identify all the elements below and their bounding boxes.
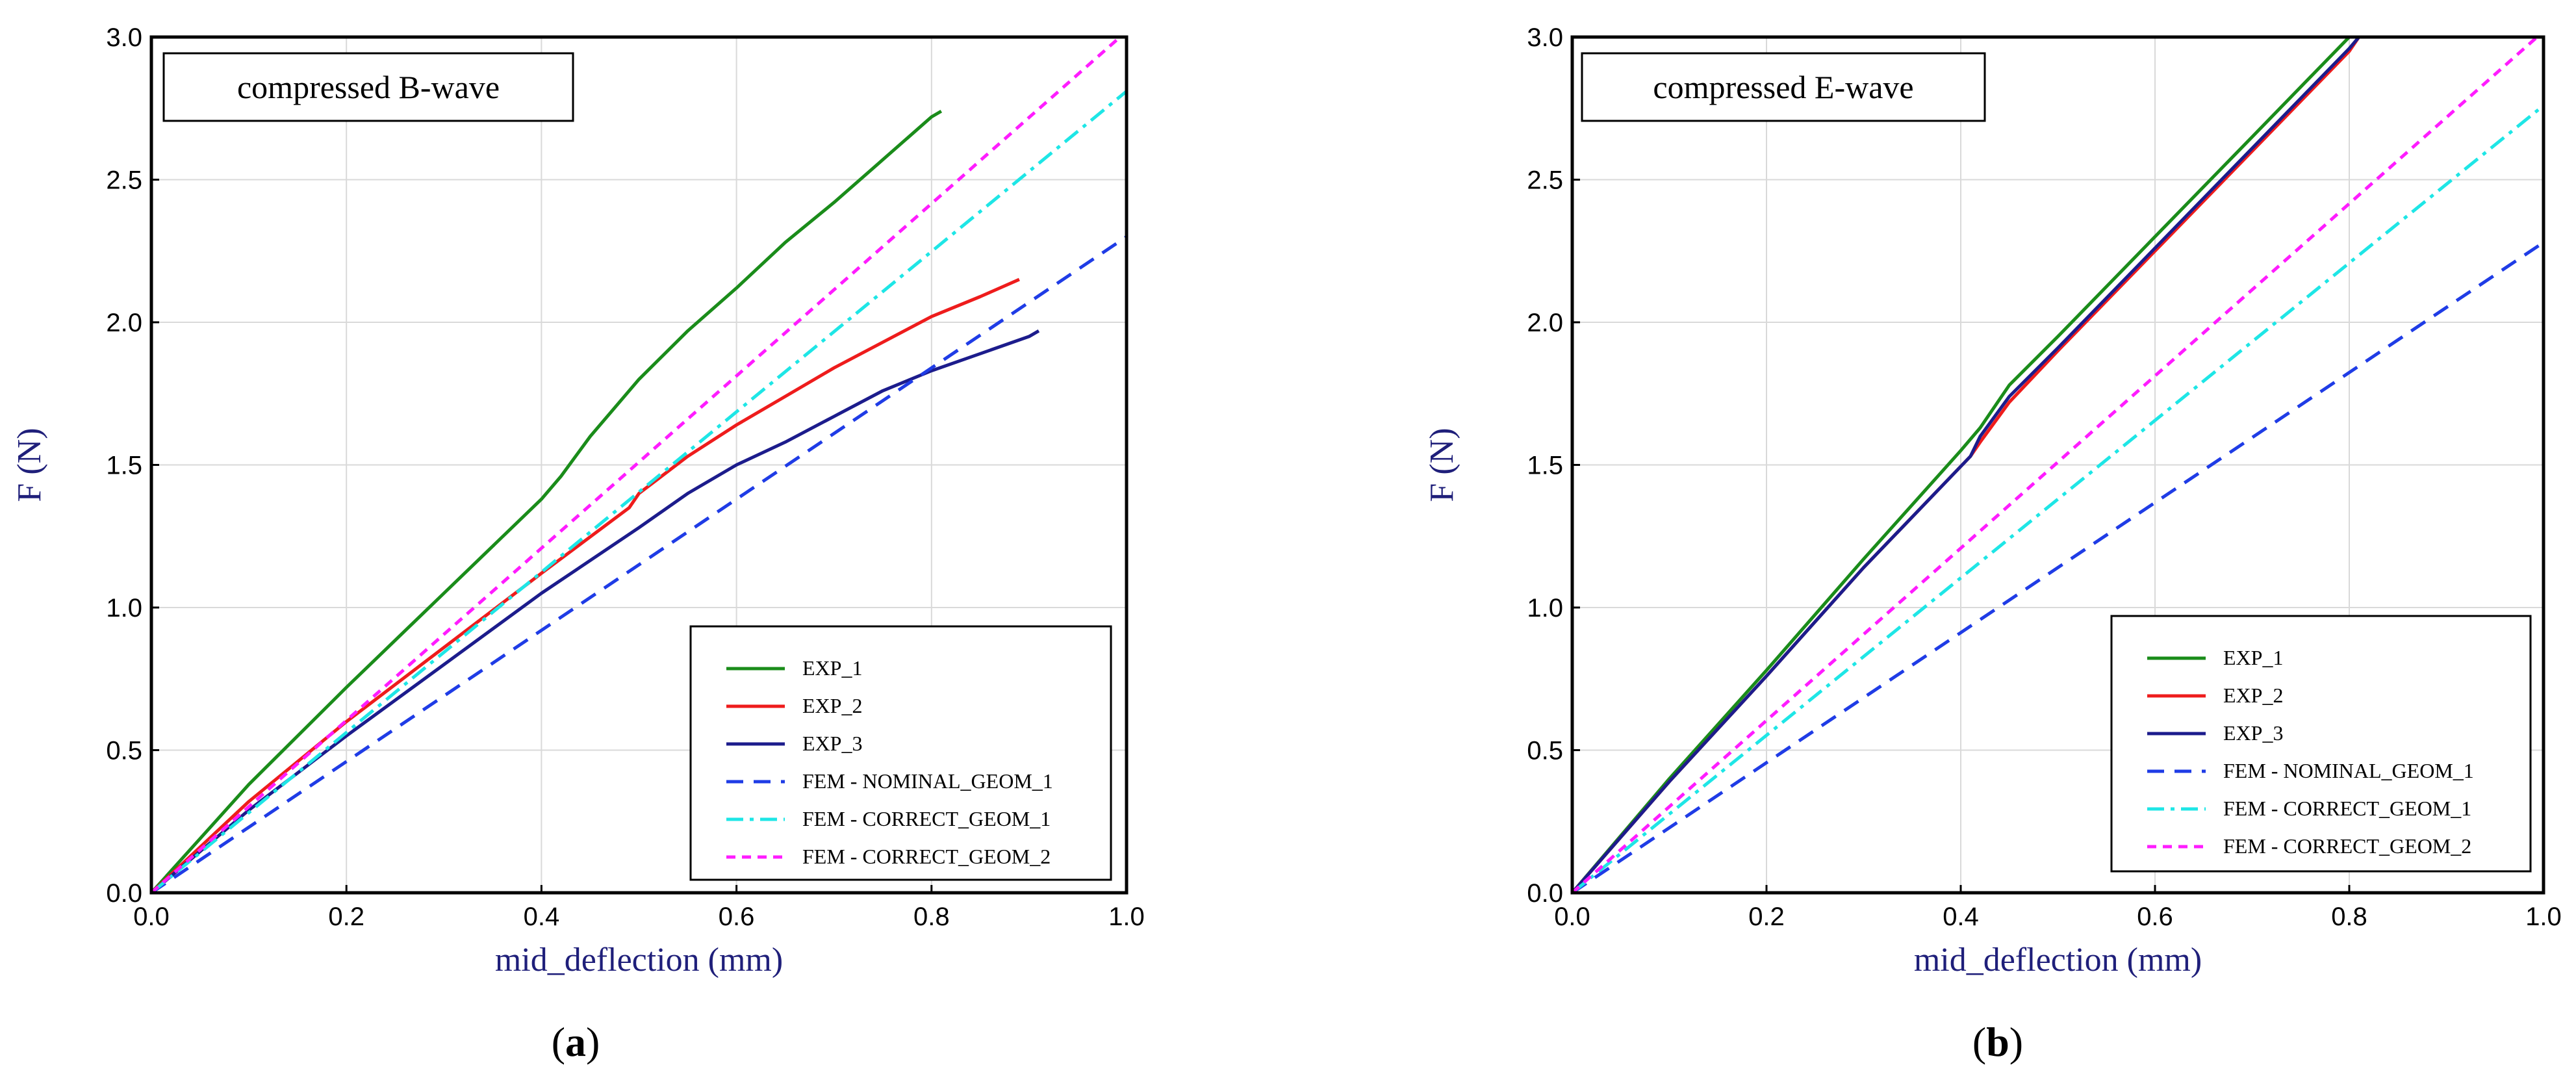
legend-label: EXP_1 xyxy=(2223,646,2283,669)
legend-label: FEM - NOMINAL_GEOM_1 xyxy=(2223,759,2474,782)
legend-label: FEM - CORRECT_GEOM_1 xyxy=(2223,797,2471,820)
y-tick-label: 0.0 xyxy=(1527,879,1563,908)
panel-label: (b) xyxy=(1972,1019,2023,1065)
series-group xyxy=(1572,37,2544,893)
y-tick-label: 1.5 xyxy=(1527,452,1563,480)
series-line-fem-correct-geom-2 xyxy=(1572,37,2540,893)
legend-label: EXP_2 xyxy=(2223,684,2283,707)
series-line-fem-nominal-geom-1 xyxy=(1572,241,2544,893)
series-line-exp-1 xyxy=(1572,37,2351,893)
y-tick-label: 1.0 xyxy=(1527,594,1563,622)
series-line-fem-correct-geom-1 xyxy=(1572,104,2544,893)
legend-label: EXP_3 xyxy=(2223,721,2283,745)
legend-box xyxy=(689,625,1112,881)
y-tick-label: 0.5 xyxy=(106,737,142,765)
series-line-exp-3 xyxy=(151,329,1040,893)
x-tick-label: 1.0 xyxy=(2525,903,2562,931)
legend-label: EXP_1 xyxy=(802,656,862,680)
panel-label: (a) xyxy=(552,1019,600,1065)
x-tick-label: 0.6 xyxy=(2137,903,2173,931)
legend-label: FEM - NOMINAL_GEOM_1 xyxy=(802,769,1053,793)
chart-title: compressed B-wave xyxy=(237,69,500,105)
chart-title-box xyxy=(1581,52,1986,122)
y-tick-label: 1.0 xyxy=(106,594,142,622)
series-line-fem-correct-geom-1 xyxy=(151,90,1127,893)
legend-label: EXP_2 xyxy=(802,694,862,717)
y-tick-label: 2.5 xyxy=(106,166,142,195)
series-line-exp-2 xyxy=(151,277,1020,893)
x-tick-label: 0.4 xyxy=(1943,903,1979,931)
x-tick-label: 1.0 xyxy=(1108,903,1145,931)
y-tick-label: 1.5 xyxy=(106,452,142,480)
legend-box xyxy=(2110,615,2532,873)
legend-label: FEM - CORRECT_GEOM_2 xyxy=(802,845,1051,868)
chart-title-box xyxy=(162,52,574,122)
y-tick-label: 3.0 xyxy=(1527,23,1563,52)
legend-label: EXP_3 xyxy=(802,732,862,755)
x-tick-label: 0.6 xyxy=(719,903,755,931)
chart-panel-a: 0.0 0.2 0.4 0.6 0.8 1.0 0.0 0.5 1.0 1.5 2.0 2.5 3.0 m… xyxy=(11,23,1145,1065)
chart-title: compressed E-wave xyxy=(1653,69,1913,105)
x-tick-label: 0.2 xyxy=(328,903,364,931)
legend-label: FEM - CORRECT_GEOM_1 xyxy=(802,807,1051,830)
legend: EXP_1 EXP_2 EXP_3 FEM - NOMINAL_GEOM_1 FEM -… xyxy=(2110,615,2532,873)
y-tick-label: 2.5 xyxy=(1527,166,1563,195)
legend-label: FEM - CORRECT_GEOM_2 xyxy=(2223,834,2471,858)
x-tick-label: 0.8 xyxy=(913,903,950,931)
x-tick-label: 0.8 xyxy=(2331,903,2367,931)
y-tick-label: 3.0 xyxy=(106,23,142,52)
chart-panel-b: 0.0 0.2 0.4 0.6 0.8 1.0 0.0 0.5 1.0 1.5 2.0 2.5 3.0 m… xyxy=(1423,23,2562,1065)
series-line-exp-3 xyxy=(1572,37,2360,893)
y-axis-label: F (N) xyxy=(1423,428,1460,502)
series-line-fem-correct-geom-2 xyxy=(151,37,1123,893)
x-axis-label: mid_deflection (mm) xyxy=(1914,942,2202,979)
legend: EXP_1 EXP_2 EXP_3 FEM - NOMINAL_GEOM_1 FEM -… xyxy=(689,625,1112,881)
y-tick-label: 0.5 xyxy=(1527,737,1563,765)
series-line-fem-nominal-geom-1 xyxy=(151,235,1127,893)
x-axis-label: mid_deflection (mm) xyxy=(495,942,783,979)
y-tick-label: 2.0 xyxy=(106,309,142,337)
x-tick-label: 0.2 xyxy=(1748,903,1785,931)
series-group xyxy=(151,37,1127,893)
x-tick-label: 0.0 xyxy=(1554,903,1590,931)
y-tick-label: 0.0 xyxy=(106,879,142,908)
y-axis-label: F (N) xyxy=(11,428,48,502)
series-line-exp-1 xyxy=(151,109,943,893)
x-tick-label: 0.4 xyxy=(524,903,560,931)
y-tick-label: 2.0 xyxy=(1527,309,1563,337)
x-tick-label: 0.0 xyxy=(133,903,170,931)
